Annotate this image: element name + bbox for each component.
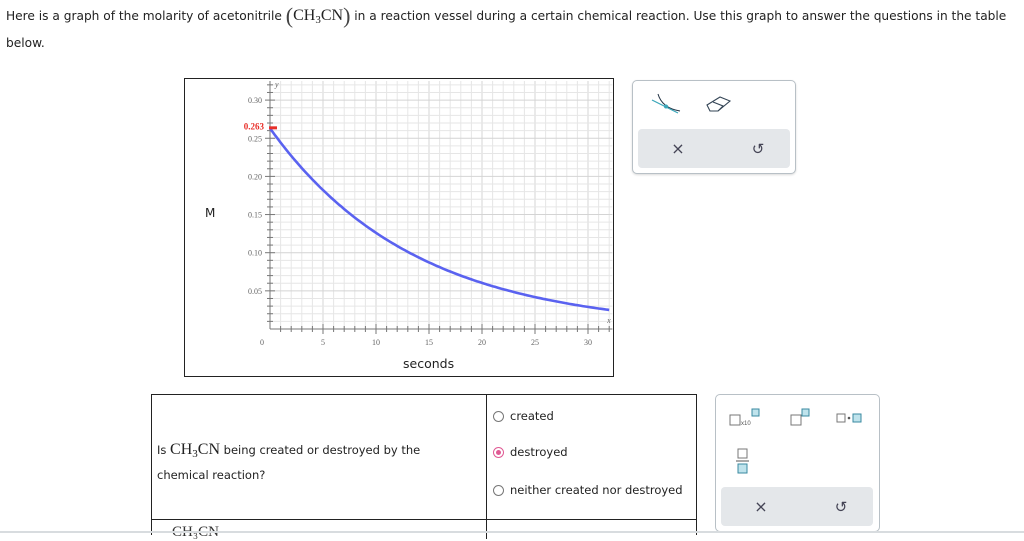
close-icon: × (671, 139, 685, 158)
y-axis-label: M (205, 206, 216, 220)
svg-text:0.263: 0.263 (244, 121, 265, 131)
answer-actions: × ↺ (721, 487, 873, 526)
multiply-button[interactable] (830, 405, 870, 431)
undo-graph-button[interactable]: ↺ (738, 129, 778, 168)
paren-open: ( (285, 3, 294, 28)
paren-close: ) (343, 3, 351, 28)
superscript-button[interactable] (780, 405, 820, 431)
sci-notation-button[interactable]: x10 (726, 405, 766, 431)
radio-destroyed[interactable] (493, 446, 504, 458)
formula-acetonitrile-q: CH3CN (170, 441, 221, 460)
radio-neither[interactable] (493, 484, 504, 496)
x-axis-label: seconds (403, 356, 455, 371)
fraction-button[interactable] (728, 445, 758, 477)
problem-intro: Here is a graph of the molarity of aceto… (6, 4, 1016, 55)
svg-text:15: 15 (425, 338, 433, 347)
svg-text:x: x (606, 316, 611, 325)
page-bottom-edge (0, 531, 1024, 533)
svg-text:0: 0 (260, 338, 264, 347)
option-destroyed[interactable]: destroyed (493, 445, 568, 459)
close-icon: × (754, 497, 768, 516)
svg-text:25: 25 (531, 338, 539, 347)
undo-icon: ↺ (834, 497, 848, 516)
question-text: Is CH3CN being created or destroyed by t… (157, 441, 421, 482)
svg-text:x10: x10 (741, 421, 751, 427)
svg-text:0.05: 0.05 (248, 287, 262, 296)
svg-text:20: 20 (478, 338, 486, 347)
svg-text:0.30: 0.30 (248, 96, 262, 105)
graph-tool-panel: × ↺ (632, 80, 796, 174)
eraser-icon[interactable] (699, 89, 739, 119)
question-cell: Is CH3CN being created or destroyed by t… (152, 395, 487, 520)
table-divider (486, 519, 487, 539)
svg-text:0.20: 0.20 (248, 172, 262, 181)
question-table: Is CH3CN being created or destroyed by t… (151, 394, 697, 540)
option-created[interactable]: created (493, 409, 554, 423)
svg-text:0.15: 0.15 (248, 211, 262, 220)
graph-canvas[interactable]: 0.30 0.25 0.20 0.15 0.10 0.05 0 5 10 15 20 25 30 y x 0… (185, 79, 613, 376)
svg-text:30: 30 (584, 338, 592, 347)
graph-actions: × ↺ (638, 129, 790, 168)
svg-text:10: 10 (372, 338, 380, 347)
clear-answer-button[interactable]: × (741, 487, 781, 526)
answer-tool-panel: x10 × ↺ (715, 394, 880, 532)
intro-text-2: in a reaction vessel during a certain ch… (6, 9, 1007, 50)
option-neither[interactable]: neither created nor destroyed (493, 483, 683, 497)
intro-text: Here is a graph of the molarity of aceto… (6, 9, 282, 23)
answer-cell: created destroyed neither created nor de… (487, 395, 696, 520)
svg-text:0.25: 0.25 (248, 134, 262, 143)
svg-text:y: y (274, 80, 279, 89)
clear-graph-button[interactable]: × (658, 129, 698, 168)
curve-draw-icon[interactable] (647, 89, 687, 119)
undo-answer-button[interactable]: ↺ (821, 487, 861, 526)
svg-text:5: 5 (321, 338, 325, 347)
radio-created[interactable] (493, 410, 504, 422)
svg-text:0.10: 0.10 (248, 249, 262, 258)
formula-acetonitrile: CH3CN (293, 7, 344, 26)
molarity-graph[interactable]: 0.30 0.25 0.20 0.15 0.10 0.05 0 5 10 15 20 25 30 y x 0… (184, 78, 614, 377)
undo-icon: ↺ (751, 139, 765, 158)
